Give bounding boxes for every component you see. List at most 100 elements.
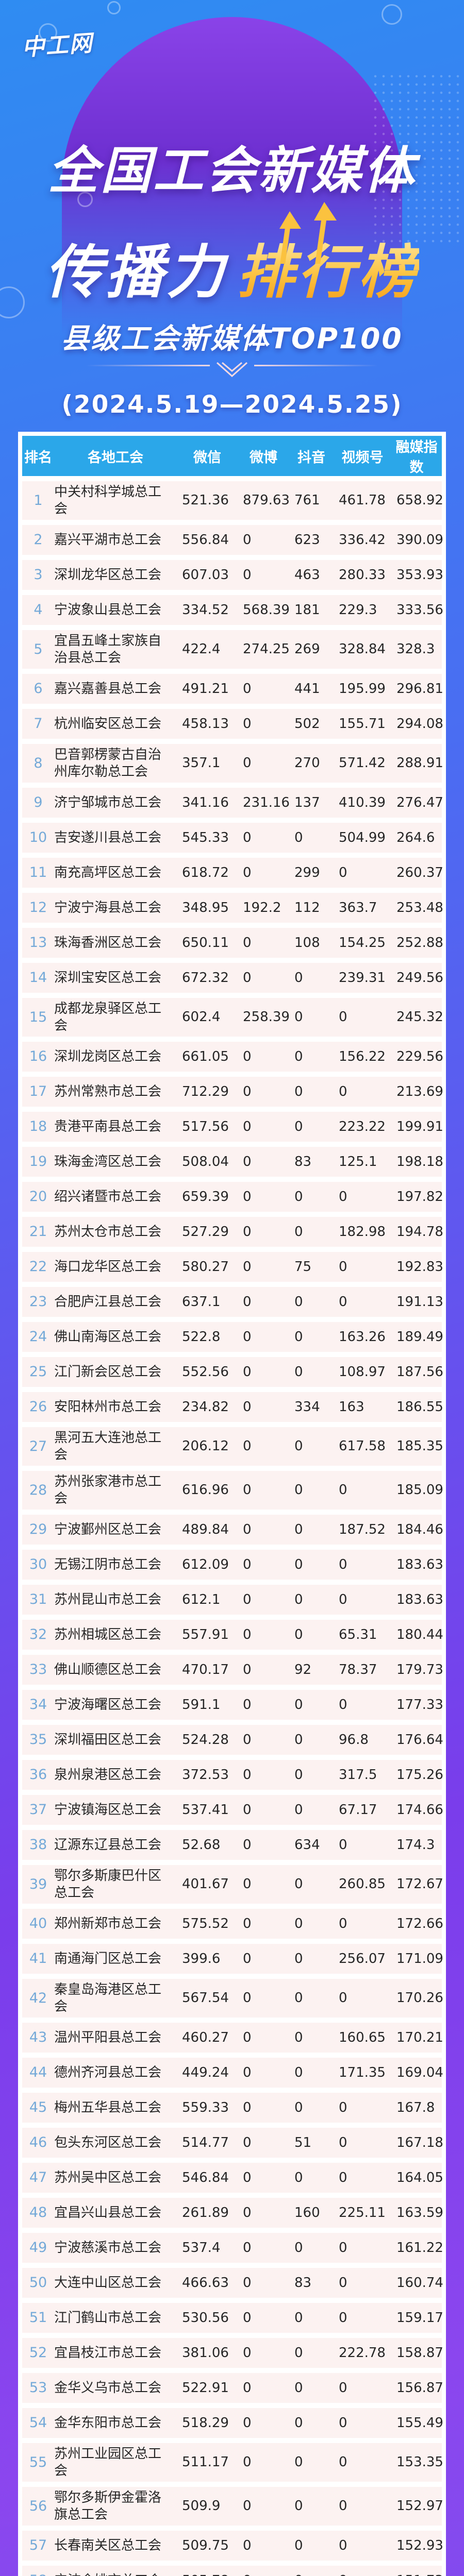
cell-union-name: 宁波海曙区总工会	[54, 1697, 162, 1713]
cell-union-name: 南通海门区总工会	[54, 1951, 162, 1967]
cell-index: 158.87	[396, 2345, 443, 2361]
cell-index: 264.6	[396, 829, 435, 845]
cell-douyin: 0	[294, 1521, 303, 1537]
cell-video: 617.58	[339, 1438, 386, 1454]
cell-index: 159.17	[396, 2310, 443, 2326]
cell-douyin: 0	[294, 1876, 303, 1892]
table-row: 37 宁波镇海区总工会 537.41 0 0 67.17 174.66	[22, 1795, 443, 1825]
cell-index: 172.66	[396, 1916, 443, 1931]
cell-union-name: 宁波余姚市总工会	[54, 2572, 177, 2576]
cell-weibo: 274.25	[243, 641, 290, 657]
cell-union-name: 郑州新郑市总工会	[54, 1916, 162, 1931]
table-row: 15 成都龙泉驿区总工会 602.4 258.39 0 0 245.32	[22, 998, 443, 1037]
cell-douyin: 0	[294, 2415, 303, 2431]
cell-rank: 52	[29, 2345, 47, 2361]
cell-rank: 30	[29, 1556, 47, 1573]
cell-douyin: 269	[294, 641, 320, 657]
cell-rank: 45	[29, 2099, 47, 2116]
gold-arrows-icon	[279, 202, 337, 264]
cell-union-name: 江门新会区总工会	[54, 1364, 162, 1380]
table-row: 6 嘉兴嘉善县总工会 491.21 0 441 195.99 296.81	[22, 674, 443, 704]
table-row: 2 嘉兴平湖市总工会 556.84 0 623 336.42 390.09	[22, 525, 443, 555]
cell-weibo: 0	[243, 1294, 252, 1310]
cell-video: 0	[339, 1556, 347, 1572]
cell-douyin: 0	[294, 1189, 303, 1205]
cell-index: 170.21	[396, 2029, 443, 2045]
cell-index: 167.18	[396, 2134, 443, 2150]
cell-video: 0	[339, 2134, 347, 2150]
cell-weibo: 0	[243, 1189, 252, 1205]
cell-index: 170.26	[396, 1990, 443, 2006]
cell-union-name: 金华义乌市总工会	[54, 2380, 162, 2396]
cell-video: 280.33	[339, 567, 386, 583]
cell-weibo: 0	[243, 1259, 252, 1275]
cell-index: 288.91	[396, 755, 443, 771]
cell-union-name: 巴音郭楞蒙古自治州库尔勒总工会	[54, 747, 162, 779]
title-ranking-gold: 排行榜	[227, 239, 419, 306]
table-row: 20 绍兴诸暨市总工会 659.39 0 0 0 197.82	[22, 1182, 443, 1212]
ranking-table-card: 排名 各地工会 微信 微博 抖音 视频号 融媒指数 1 中关村科学城总工会 521.…	[18, 432, 446, 2576]
table-row: 27 黑河五大连池总工会 206.12 0 0 617.58 185.35	[22, 1427, 443, 1466]
cell-index: 186.55	[396, 1399, 443, 1415]
cell-index: 152.93	[396, 2537, 443, 2553]
cell-weibo: 0	[243, 2170, 252, 2185]
cell-wechat: 612.09	[182, 1556, 229, 1572]
cell-weibo: 0	[243, 865, 252, 880]
cell-index: 194.78	[396, 1224, 443, 1240]
cell-index: 152.97	[396, 2498, 443, 2514]
cell-index: 276.47	[396, 794, 443, 810]
table-row: 24 佛山南海区总工会 522.8 0 0 163.26 189.49	[22, 1322, 443, 1352]
cell-union-name: 宜昌五峰土家族自治县总工会	[54, 633, 162, 666]
cell-wechat: 401.67	[182, 1876, 229, 1892]
cell-video: 65.31	[339, 1626, 377, 1642]
cell-douyin: 0	[294, 1009, 303, 1025]
cell-rank: 37	[29, 1802, 47, 1818]
cell-rank: 31	[29, 1591, 47, 1608]
cell-weibo: 0	[243, 1399, 252, 1415]
cell-video: 0	[339, 2310, 347, 2326]
cell-index: 155.49	[396, 2415, 443, 2431]
table-row: 46 包头东河区总工会 514.77 0 51 0 167.18	[22, 2128, 443, 2158]
cell-union-name: 海口龙华区总工会	[54, 1259, 162, 1275]
column-header-rank: 排名	[24, 449, 52, 466]
table-row: 49 宁波慈溪市总工会 537.4 0 0 0 161.22	[22, 2233, 443, 2263]
cell-wechat: 602.4	[182, 1009, 221, 1025]
cell-douyin: 761	[294, 493, 320, 509]
cell-video: 336.42	[339, 532, 386, 548]
cell-rank: 55	[29, 2454, 47, 2470]
cell-index: 353.93	[396, 567, 443, 583]
divider-decoration	[0, 361, 464, 384]
cell-index: 245.32	[396, 1009, 443, 1025]
cell-rank: 8	[34, 755, 43, 771]
cell-weibo: 0	[243, 2064, 252, 2080]
cell-rank: 41	[29, 1951, 47, 1967]
cell-weibo: 0	[238, 2572, 289, 2576]
table-row: 36 泉州泉港区总工会 372.53 0 0 317.5 175.26	[22, 1760, 443, 1790]
cell-rank: 47	[29, 2170, 47, 2186]
cell-douyin: 0	[294, 1438, 303, 1454]
cell-weibo: 0	[243, 2345, 252, 2361]
cell-wechat: 509.9	[182, 2498, 221, 2514]
cell-weibo: 0	[243, 1876, 252, 1892]
cell-rank: 7	[34, 716, 43, 732]
cell-video: 0	[339, 2454, 347, 2470]
cell-weibo: 0	[243, 1482, 252, 1498]
cell-video: 125.1	[339, 1154, 377, 1170]
cell-union-name: 苏州昆山市总工会	[54, 1591, 162, 1607]
table-row: 35 深圳福田区总工会 524.28 0 0 96.8 176.64	[22, 1725, 443, 1755]
cell-video: 0	[339, 1916, 347, 1931]
cell-rank: 35	[29, 1732, 47, 1748]
cell-index: 191.13	[396, 1294, 443, 1310]
cell-douyin: 334	[294, 1399, 320, 1415]
cell-union-name: 苏州太仓市总工会	[54, 1224, 162, 1240]
table-row: 28 苏州张家港市总工会 616.96 0 0 0 185.09	[22, 1471, 443, 1510]
cell-rank: 44	[29, 2064, 47, 2081]
cell-weibo: 879.63	[243, 493, 290, 509]
cell-index: 390.09	[396, 532, 443, 548]
cell-rank: 50	[29, 2275, 47, 2291]
poster-header: 中工网 全国工会新媒体 传播力 排行榜 县级工会新媒体TOP100 (2024.5…	[0, 0, 464, 432]
cell-rank: 46	[29, 2134, 47, 2151]
table-row: 9 济宁邹城市总工会 341.16 231.16 137 410.39 276.47	[22, 788, 443, 818]
cell-union-name: 包头东河区总工会	[54, 2134, 162, 2150]
